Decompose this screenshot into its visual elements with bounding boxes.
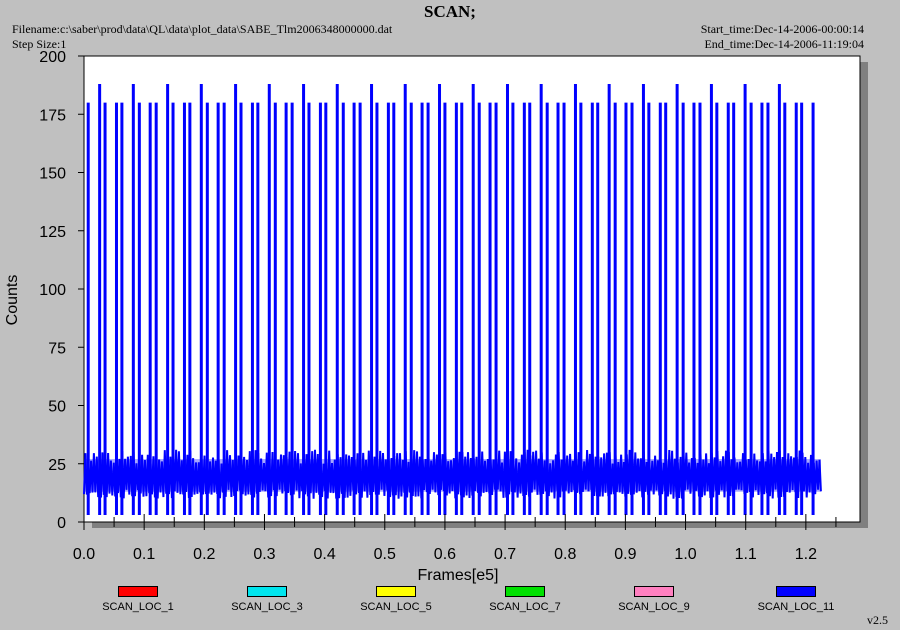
- legend-swatch: [247, 586, 287, 597]
- start-time-label: Start_time:Dec-14-2006-00:00:14: [700, 22, 864, 36]
- legend-label: SCAN_LOC_1: [102, 601, 174, 613]
- x-tick-label: 0.5: [374, 546, 396, 563]
- x-tick-label: 0.4: [313, 546, 335, 563]
- legend-label: SCAN_LOC_11: [757, 601, 835, 613]
- legend-label: SCAN_LOC_5: [360, 601, 432, 613]
- y-tick-label: 50: [48, 399, 66, 416]
- y-tick-label: 0: [57, 515, 66, 532]
- y-tick-label: 25: [48, 457, 66, 474]
- x-tick-label: 0.8: [554, 546, 576, 563]
- legend-item: SCAN_LOC_1: [73, 586, 203, 613]
- legend-swatch: [376, 586, 416, 597]
- legend-item: SCAN_LOC_3: [202, 586, 332, 613]
- y-tick-label: 150: [39, 166, 66, 183]
- legend-swatch: [634, 586, 674, 597]
- step-size-label: Step Size:1: [12, 37, 67, 51]
- y-tick-label: 75: [48, 340, 66, 357]
- legend-item: SCAN_LOC_11: [731, 586, 861, 613]
- x-tick-label: 1.0: [674, 546, 696, 563]
- x-tick-label: 0.6: [434, 546, 456, 563]
- x-tick-label: 0.3: [253, 546, 275, 563]
- legend-swatch: [118, 586, 158, 597]
- x-tick-label: 0.1: [133, 546, 155, 563]
- legend-label: SCAN_LOC_7: [489, 601, 561, 613]
- end-time-label: End_time:Dec-14-2006-11:19:04: [704, 37, 864, 51]
- x-axis-label: Frames[e5]: [418, 567, 499, 584]
- legend-swatch: [505, 586, 545, 597]
- x-tick-label: 0.7: [494, 546, 516, 563]
- y-tick-label: 200: [39, 49, 66, 66]
- x-tick-label: 0.0: [73, 546, 95, 563]
- y-axis-label: Counts: [4, 275, 21, 326]
- x-tick-label: 0.9: [614, 546, 636, 563]
- x-tick-label: 1.2: [795, 546, 817, 563]
- series-marks: [83, 83, 822, 516]
- x-tick-label: 0.2: [193, 546, 215, 563]
- legend-label: SCAN_LOC_9: [618, 601, 690, 613]
- filename-label: Filename:c:\saber\prod\data\QL\data\plot…: [12, 22, 393, 36]
- x-tick-label: 1.1: [735, 546, 757, 563]
- y-tick-label: 175: [39, 107, 66, 124]
- version-label: v2.5: [867, 613, 888, 627]
- legend-item: SCAN_LOC_9: [589, 586, 719, 613]
- axes: 0 25 50 75 100 125 150 175 200 0.0 0.1 0.2 0.3 0.4 0.5…: [39, 49, 837, 563]
- legend-swatch: [776, 586, 816, 597]
- legend-item: SCAN_LOC_7: [460, 586, 590, 613]
- legend-label: SCAN_LOC_3: [231, 601, 303, 613]
- y-tick-label: 100: [39, 282, 66, 299]
- chart-title: SCAN;: [424, 2, 476, 21]
- legend-item: SCAN_LOC_5: [331, 586, 461, 613]
- y-tick-label: 125: [39, 224, 66, 241]
